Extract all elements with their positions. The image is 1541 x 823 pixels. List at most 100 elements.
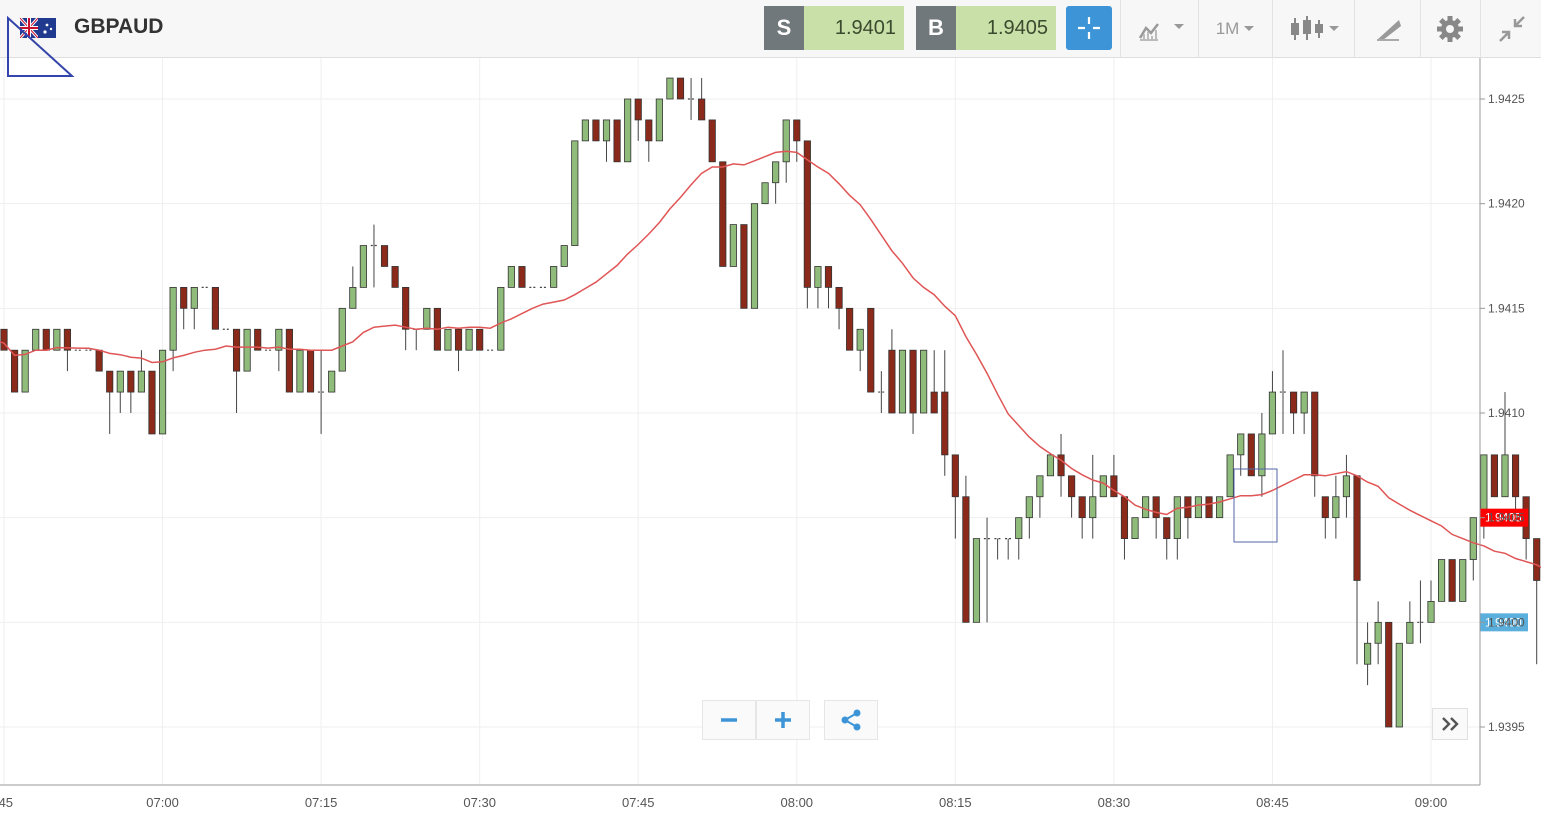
candle-up — [243, 328, 251, 372]
candle-up — [32, 328, 40, 351]
zoom-out-button[interactable] — [702, 700, 756, 740]
candle-up — [1364, 622, 1372, 686]
candle-body — [972, 538, 981, 623]
candle-body — [328, 370, 336, 393]
candle-down — [0, 328, 8, 351]
candle-body — [1205, 496, 1213, 519]
candle-body — [1015, 517, 1023, 539]
candle-body — [888, 349, 896, 414]
candle-body — [708, 119, 716, 163]
crosshair-button[interactable] — [1066, 6, 1112, 50]
x-tick-label: 08:45 — [1256, 795, 1289, 810]
candle-body — [1025, 496, 1033, 519]
collapse-button[interactable] — [1488, 0, 1536, 58]
corner-marker-icon — [7, 16, 75, 77]
candle-up — [338, 307, 346, 372]
sell-button[interactable]: S 1.9401 — [764, 6, 904, 50]
candle-body — [180, 286, 188, 309]
candle-down — [676, 77, 685, 100]
candle-body — [1480, 454, 1488, 519]
candle-body — [867, 307, 875, 393]
timeframe-label: 1M — [1215, 19, 1240, 38]
candle-body — [1099, 475, 1107, 498]
candle-body — [127, 370, 135, 393]
double-chevron-right-icon — [1442, 717, 1459, 731]
share-button[interactable] — [824, 700, 878, 740]
candle-body — [137, 370, 145, 393]
candle-down — [867, 307, 875, 393]
drawing-tools-button[interactable] — [1362, 0, 1414, 58]
candle-body — [254, 328, 262, 351]
moving-average-line — [0, 150, 1541, 569]
timeframe-dropdown[interactable]: 1M — [1206, 0, 1266, 58]
candle-body — [359, 245, 367, 288]
candle-body — [454, 328, 463, 351]
candle-body — [169, 286, 177, 351]
candle-body — [1385, 621, 1393, 728]
minus-icon — [721, 718, 737, 722]
indicators-dropdown[interactable] — [1128, 0, 1192, 58]
candle-up — [1046, 454, 1055, 477]
candle-body — [803, 140, 811, 288]
crosshair-icon — [1078, 17, 1100, 39]
candle-down — [941, 350, 949, 476]
candle-body — [1163, 517, 1171, 539]
candle-down — [1490, 454, 1498, 498]
candle-body — [21, 349, 29, 393]
candle-body — [1311, 391, 1319, 477]
settings-button[interactable] — [1426, 0, 1474, 58]
price-chart[interactable]: 1.9405 1.9400 1.9395 1.9400 1.9405 1.9410 1.9… — [0, 58, 1541, 823]
candle-down — [211, 286, 219, 330]
buy-button[interactable]: B 1.9405 — [916, 6, 1056, 50]
sell-price: 1.9401 — [804, 6, 904, 50]
candle-body — [1459, 559, 1467, 602]
y-tick-label: 1.9405 — [1488, 511, 1525, 525]
candle-up — [602, 119, 611, 162]
candle-body — [856, 328, 864, 351]
candle-body — [1533, 538, 1541, 581]
candle-body — [1194, 496, 1203, 519]
candle-body — [698, 98, 706, 121]
candle-up — [761, 182, 769, 205]
candle-body — [380, 245, 389, 267]
candle-down — [846, 307, 854, 351]
candle-down — [106, 370, 114, 434]
candle-up — [571, 140, 579, 246]
candle-down — [740, 224, 748, 309]
candle-body — [951, 454, 959, 498]
candle-down — [63, 328, 71, 372]
candle-body — [391, 266, 399, 288]
candle-body — [920, 349, 928, 414]
candle-body — [296, 349, 304, 393]
candle-up — [1374, 601, 1382, 665]
candle-down — [698, 78, 706, 121]
candle-up — [444, 328, 452, 351]
candle-up — [137, 350, 145, 393]
candle-body — [1142, 496, 1150, 519]
gear-icon — [1437, 16, 1463, 42]
candle-body — [1057, 454, 1065, 477]
candle-down — [306, 349, 315, 393]
x-tick-label: 07:45 — [622, 795, 655, 810]
chart-grid — [0, 58, 1480, 785]
candle-body — [42, 328, 50, 351]
candle-down — [835, 286, 843, 330]
candle-up — [1258, 413, 1266, 497]
candle-up — [21, 349, 29, 393]
candle-up — [370, 224, 378, 288]
candle-down — [719, 161, 727, 267]
candle-down — [962, 475, 970, 623]
symbol-title: GBPAUD — [74, 15, 164, 38]
candle-body — [592, 119, 600, 142]
scroll-to-end-button[interactable] — [1432, 708, 1468, 740]
zoom-in-button[interactable] — [756, 700, 810, 740]
candle-down — [1448, 559, 1456, 602]
candle-body — [1395, 642, 1403, 728]
candle-down — [285, 328, 293, 393]
chart-type-dropdown[interactable] — [1280, 0, 1346, 58]
candle-up — [687, 78, 695, 120]
candle-body — [824, 266, 833, 288]
y-tick-label: 1.9415 — [1488, 301, 1525, 315]
candle-down — [1311, 391, 1319, 497]
